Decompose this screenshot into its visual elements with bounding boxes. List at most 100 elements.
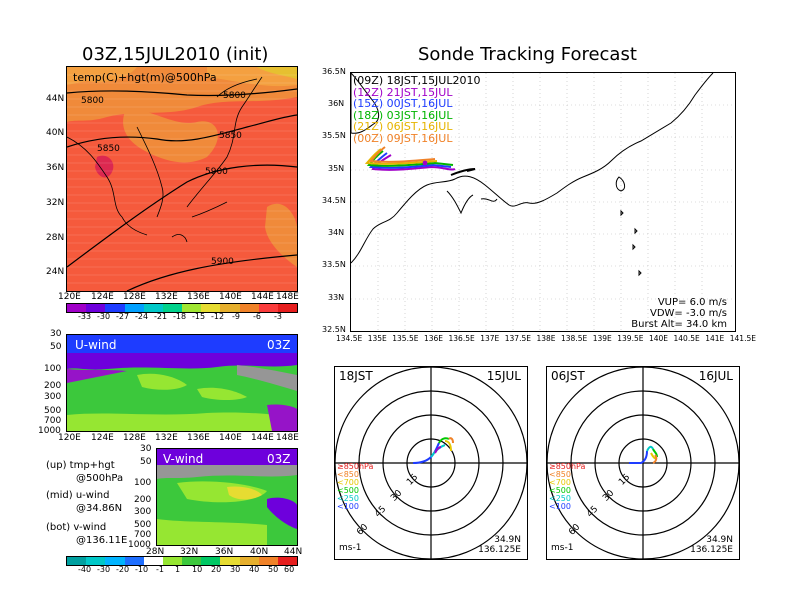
- level-entry: <100: [549, 502, 571, 511]
- colorbar-segment: [277, 557, 298, 565]
- lon-tick: 124E: [91, 292, 114, 302]
- lat-tick: 34N: [328, 228, 345, 237]
- u-wind-time: 03Z: [267, 338, 291, 352]
- legend-code: (15Z): [353, 97, 384, 110]
- ascent-rate: VUP= 6.0 m/s: [657, 297, 727, 308]
- hodo-left-lat: 34.9N: [494, 535, 521, 545]
- lat-tick: 28N: [46, 233, 65, 243]
- lon-tick: 148E: [276, 433, 299, 443]
- hodo-left-time: 18JST: [339, 369, 373, 383]
- lat-tick: 36N: [215, 547, 234, 557]
- colorbar-segment: [220, 304, 240, 312]
- pressure-tick: 300: [134, 507, 152, 517]
- lon-tick: 138.5E: [561, 334, 588, 343]
- lon-tick: 136.5E: [448, 334, 475, 343]
- colorbar-tick: -18: [173, 312, 187, 321]
- colorbar-tick: -20: [116, 565, 130, 574]
- contour-label: 5800: [223, 91, 246, 101]
- lat-tick: 40N: [46, 128, 65, 138]
- colorbar-segment: [143, 557, 163, 565]
- lat-tick: 33N: [328, 293, 345, 302]
- colorbar-segment: [67, 557, 87, 565]
- lon-tick: 137E: [480, 334, 500, 343]
- descent-rate: VDW= -3.0 m/s: [650, 308, 727, 319]
- level-entry: <850: [549, 470, 571, 479]
- v-wind-label: V-wind: [163, 452, 204, 466]
- map-field-label: temp(C)+hgt(m)@500hPa: [73, 71, 217, 84]
- pressure-tick: 300: [44, 392, 62, 402]
- hodograph-right-svg: [547, 367, 739, 559]
- colorbar-segment: [86, 557, 106, 565]
- legend-code: (21Z): [353, 120, 384, 133]
- legend-text: 00JST,16JUL: [386, 97, 453, 110]
- lat-tick: 36N: [328, 99, 345, 108]
- legend-code: (12Z): [353, 85, 384, 99]
- u-wind-field-svg: [67, 335, 297, 431]
- lat-tick: 36N: [46, 163, 65, 173]
- u-wind-panel: U-wind 03Z: [66, 334, 298, 432]
- burst-altitude: Burst Alt= 34.0 km: [631, 319, 727, 330]
- hodo-right-lat: 34.9N: [706, 535, 733, 545]
- level-entry: ≥850hPa: [549, 462, 586, 471]
- contour-label: 5850: [219, 131, 242, 141]
- colorbar-segment: [239, 304, 259, 312]
- legend-code: (00Z): [353, 131, 384, 145]
- lat-tick: 36.5N: [322, 67, 346, 76]
- lon-tick: 128E: [123, 433, 146, 443]
- lon-tick: 148E: [276, 292, 299, 302]
- pressure-tick: 100: [44, 364, 62, 374]
- pressure-tick: 500: [134, 520, 152, 530]
- lat-tick: 35.5N: [322, 131, 346, 140]
- colorbar-segment: [220, 557, 240, 565]
- legend-text: 18JST,15JUL2010: [386, 74, 481, 87]
- contour-label: 5850: [97, 144, 120, 154]
- pressure-tick: 1000: [128, 540, 151, 550]
- lon-tick: 138E: [536, 334, 556, 343]
- colorbar-tick: -30: [97, 312, 111, 321]
- lat-tick: 28N: [146, 547, 165, 557]
- hodo-right-unit: ms-1: [551, 543, 574, 553]
- colorbar-segment: [162, 557, 183, 565]
- colorbar-tick: -27: [116, 312, 130, 321]
- legend-row: (00Z) 09JST,16JUL: [353, 131, 480, 145]
- temperature-colorbar: [66, 303, 298, 313]
- lon-tick: 120E: [58, 292, 81, 302]
- hodo-left-levels: ≥850hPa <850 <700 <500 <250 <100: [337, 463, 373, 511]
- colorbar-segment: [182, 557, 202, 565]
- pressure-tick: 50: [140, 457, 152, 467]
- track-map: (09Z) 18JST,15JUL2010 (12Z) 21JST,15JUL …: [350, 72, 736, 332]
- colorbar-segment: [86, 304, 106, 312]
- colorbar-tick: 40: [249, 565, 260, 574]
- legend-row: (21Z) 06JST,16JUL: [353, 121, 480, 133]
- lat-tick: 32N: [180, 547, 199, 557]
- lat-tick: 32.5N: [322, 325, 346, 334]
- hodo-left-lon: 136.125E: [478, 545, 521, 555]
- lon-tick: 135E: [367, 334, 387, 343]
- lon-tick: 136E: [187, 292, 210, 302]
- lon-tick: 124E: [91, 433, 114, 443]
- hodo-right-time: 06JST: [551, 369, 585, 383]
- colorbar-tick: 20: [211, 565, 222, 574]
- level-entry: <250: [337, 494, 359, 503]
- level-entry: <700: [337, 478, 359, 487]
- v-wind-field-svg: [157, 449, 297, 545]
- colorbar-segment: [124, 557, 144, 565]
- legend-text: 06JST,16JUL: [386, 120, 453, 133]
- hodograph-left-svg: [335, 367, 527, 559]
- legend-row: (15Z) 00JST,16JUL: [353, 98, 480, 110]
- hodo-right-lon: 136.125E: [690, 545, 733, 555]
- colorbar-tick: 1: [175, 565, 181, 574]
- lat-tick: 44N: [284, 547, 303, 557]
- level-entry: <250: [549, 494, 571, 503]
- level-entry: <700: [549, 478, 571, 487]
- colorbar-tick: 10: [192, 565, 203, 574]
- colorbar-segment: [143, 304, 163, 312]
- pressure-tick: 200: [44, 381, 62, 391]
- temp-height-map: temp(C)+hgt(m)@500hPa 5800 5800 5850 585…: [66, 66, 298, 292]
- colorbar-segment: [162, 304, 183, 312]
- colorbar-segment: [105, 304, 125, 312]
- hodo-right-date: 16JUL: [698, 369, 733, 383]
- hodograph-right: 06JST 16JUL 15 30 45 60 ≥850hPa <850 <70…: [546, 366, 740, 560]
- lat-tick: 35N: [328, 164, 345, 173]
- level-entry: <850: [337, 470, 359, 479]
